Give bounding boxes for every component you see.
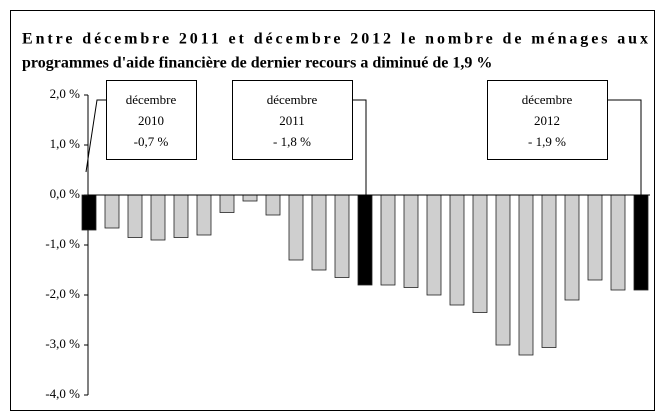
bar [587,194,603,281]
bar [426,194,442,296]
bar [104,194,120,229]
bar [81,194,97,231]
bar [380,194,396,286]
annotation-text: - 1,9 % [528,134,566,149]
annotation-text: décembre [522,92,573,107]
y-tick-label: 1,0 % [50,136,81,151]
bar [449,194,465,306]
bar [472,194,488,313]
bar [518,194,534,356]
annotation-text: 2012 [534,113,560,128]
bar [495,194,511,346]
bar [265,194,281,216]
annotation-box [232,80,353,160]
annotation-text: décembre [126,92,177,107]
y-tick-label: 0,0 % [50,186,81,201]
annotation-text: 2011 [279,113,305,128]
leader-line [352,99,367,195]
annotation-text: - 1,8 % [273,134,311,149]
bar [541,194,557,348]
chart-title: Entre décembre 2011 et décembre 2012 le … [22,31,648,48]
leader-line [85,99,106,173]
bar [357,194,373,286]
y-tick-label: -3,0 % [45,336,80,351]
bar [311,194,327,271]
annotation-text: -0,7 % [134,134,169,149]
bar [633,194,649,291]
bar [610,194,626,291]
bar [219,194,235,213]
y-tick-label: 2,0 % [50,86,81,101]
leader-line [607,99,642,195]
chart-title: programmes d'aide financière de dernier … [22,55,492,72]
bar [564,194,580,301]
bar [242,194,258,202]
bar [403,194,419,288]
bar [288,194,304,261]
y-tick-label: -2,0 % [45,286,80,301]
bar [173,194,189,238]
annotation-box [487,80,608,160]
annotation-text: 2010 [138,113,164,128]
bar [150,194,166,241]
y-tick-label: -1,0 % [45,236,80,251]
y-tick-label: -4,0 % [45,386,80,401]
bar [334,194,350,278]
annotation-text: décembre [267,92,318,107]
bar [196,194,212,236]
annotation-box [106,80,197,160]
bar [127,194,143,238]
